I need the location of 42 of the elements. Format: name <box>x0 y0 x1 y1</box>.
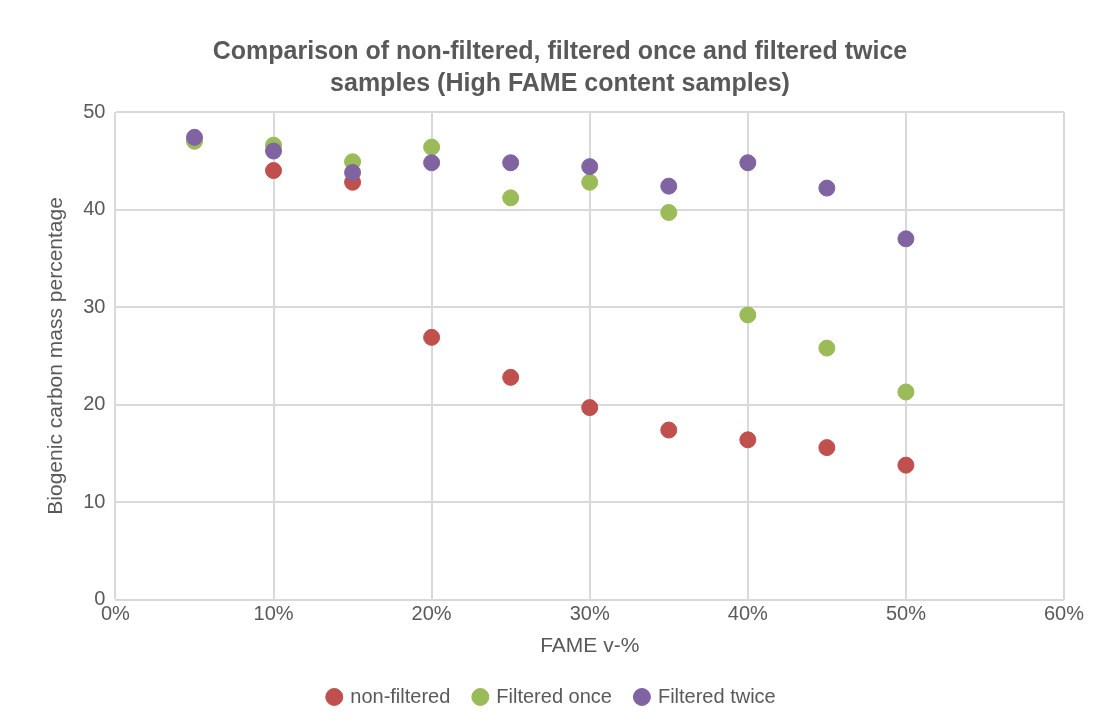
point <box>502 154 520 172</box>
y-tick-label: 10 <box>83 489 106 512</box>
point <box>265 142 283 160</box>
point <box>818 179 836 197</box>
legend-label: Filtered twice <box>657 684 776 707</box>
point <box>739 306 757 324</box>
point <box>660 177 678 195</box>
point <box>897 456 915 474</box>
point <box>344 163 362 181</box>
point <box>502 189 520 207</box>
point <box>897 383 915 401</box>
point <box>739 431 757 449</box>
point <box>502 368 520 386</box>
point <box>739 154 757 172</box>
x-tick-label: 20% <box>411 602 452 625</box>
chart-title: Comparison of non-filtered, filtered once and filtered twice samples (High FAME content samples) <box>211 35 909 98</box>
x-tick-label: 40% <box>727 602 769 625</box>
point <box>423 154 441 172</box>
y-axis-title: Biogenic carbon mass percentage <box>43 197 67 515</box>
point <box>581 399 599 417</box>
point <box>265 162 283 180</box>
point <box>660 203 678 221</box>
x-tick-label: 30% <box>569 602 610 625</box>
point <box>660 421 678 439</box>
point <box>818 439 836 457</box>
point <box>423 328 441 346</box>
legend-label: non-filtered <box>350 684 451 707</box>
point <box>581 158 599 176</box>
x-tick-label: 60% <box>1043 602 1085 625</box>
point <box>897 230 915 248</box>
point <box>581 173 599 191</box>
point <box>423 138 441 156</box>
x-tick-label: 10% <box>253 602 294 625</box>
y-tick-label: 40 <box>83 197 106 220</box>
x-axis-title: FAME v-% <box>540 633 640 657</box>
point <box>185 128 203 146</box>
y-tick-label: 30 <box>83 294 106 317</box>
legend-label: Filtered once <box>496 684 612 707</box>
y-tick-label: 50 <box>83 99 106 122</box>
point <box>818 339 836 357</box>
y-tick-label: 20 <box>83 392 106 415</box>
x-tick-label: 50% <box>885 602 927 625</box>
